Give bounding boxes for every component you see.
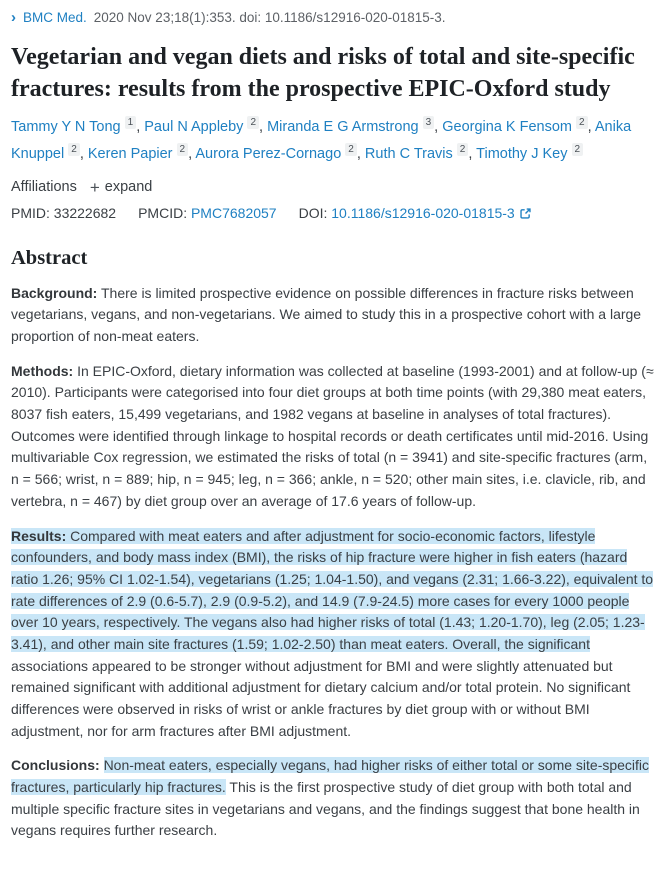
author-affiliation-sup[interactable]: 2 xyxy=(176,143,189,157)
conclusions-rest-text: This is the first prospective study of d… xyxy=(11,779,640,839)
methods-label: Methods: xyxy=(11,362,74,379)
author-link[interactable]: Tammy Y N Tong xyxy=(11,119,121,136)
expand-affiliations-button[interactable]: + expand xyxy=(90,179,153,196)
doi-label: DOI: xyxy=(298,204,328,221)
external-link-icon xyxy=(520,208,531,219)
author-link[interactable]: Georgina K Fensom xyxy=(442,119,572,136)
affiliations-row: Affiliations + expand xyxy=(11,179,655,196)
author: Miranda E G Armstrong 3 xyxy=(267,116,435,136)
author: Tammy Y N Tong 1 xyxy=(11,116,137,136)
author-affiliation-sup[interactable]: 2 xyxy=(68,143,80,157)
author-affiliation-sup[interactable]: 2 xyxy=(571,143,584,157)
author-affiliation-sup[interactable]: 2 xyxy=(456,143,469,157)
background-paragraph: Background: There is limited prospective… xyxy=(11,283,655,348)
abstract-heading: Abstract xyxy=(11,246,88,269)
author-link[interactable]: Miranda E G Armstrong xyxy=(267,119,419,136)
pmid-label: PMID: xyxy=(11,204,50,221)
author-link[interactable]: Paul N Appleby xyxy=(144,119,244,136)
authors-list: Tammy Y N Tong 1, Paul N Appleby 2, Mira… xyxy=(11,116,632,162)
plus-icon: + xyxy=(89,177,100,197)
author: Ruth C Travis 2 xyxy=(364,143,469,162)
methods-paragraph: Methods: In EPIC-Oxford, dietary informa… xyxy=(11,361,655,513)
methods-text: In EPIC-Oxford, dietary information was … xyxy=(11,362,654,509)
author: Georgina K Fensom 2 xyxy=(442,116,588,136)
results-rest-text: associations appeared to be stronger wit… xyxy=(11,657,631,739)
pmid-value: 33222682 xyxy=(53,204,117,221)
results-label: Results: xyxy=(11,527,67,544)
doi-link[interactable]: 10.1186/s12916-020-01815-3 xyxy=(331,205,531,221)
author-link[interactable]: Keren Papier xyxy=(87,145,173,162)
doi-value: 10.1186/s12916-020-01815-3 xyxy=(331,204,515,221)
conclusions-label: Conclusions: xyxy=(11,757,100,774)
results-highlighted-text: Compared with meat eaters and after adju… xyxy=(11,527,654,652)
author: Timothy J Key 2 xyxy=(476,143,584,162)
affiliations-label: Affiliations xyxy=(11,179,77,196)
background-text: There is limited prospective evidence on… xyxy=(11,284,642,345)
pmid-item: PMID: 33222682 xyxy=(11,205,116,221)
author-affiliation-sup[interactable]: 1 xyxy=(124,116,137,130)
article-title: Vegetarian and vegan diets and risks of … xyxy=(11,44,635,103)
expand-label: expand xyxy=(104,179,153,196)
author-affiliation-sup[interactable]: 2 xyxy=(247,116,260,130)
doi-item: DOI: 10.1186/s12916-020-01815-3 xyxy=(299,205,532,221)
author-affiliation-sup[interactable]: 3 xyxy=(422,116,435,130)
journal-citation-line: › BMC Med. 2020 Nov 23;18(1):353. doi: 1… xyxy=(11,9,655,27)
results-paragraph: Results: Compared with meat eaters and a… xyxy=(11,526,655,743)
author: Paul N Appleby 2 xyxy=(144,116,260,136)
journal-link[interactable]: BMC Med. xyxy=(23,10,87,25)
author-link[interactable]: Anika Knuppel xyxy=(11,119,632,162)
citation-text: 2020 Nov 23;18(1):353. doi: 10.1186/s129… xyxy=(93,10,446,25)
author-link[interactable]: Ruth C Travis xyxy=(364,145,453,162)
author-link[interactable]: Timothy J Key xyxy=(476,145,568,162)
author: Anika Knuppel 2 xyxy=(11,119,631,162)
chevron-right-icon: › xyxy=(11,8,16,26)
results-highlight: Results: Compared with meat eaters and a… xyxy=(11,527,654,652)
pmcid-link[interactable]: PMC7682057 xyxy=(190,204,277,221)
author-affiliation-sup[interactable]: 2 xyxy=(345,143,357,157)
pmcid-label: PMCID: xyxy=(138,204,188,221)
conclusions-paragraph: Conclusions: Non-meat eaters, especially… xyxy=(11,755,655,842)
pmcid-item: PMCID: PMC7682057 xyxy=(138,205,277,221)
author-affiliation-sup[interactable]: 2 xyxy=(576,116,588,130)
author: Aurora Perez-Cornago 2 xyxy=(195,143,357,162)
background-label: Background: xyxy=(11,284,98,301)
author: Keren Papier 2 xyxy=(87,143,189,162)
identifiers-row: PMID: 33222682 PMCID: PMC7682057 DOI: 10… xyxy=(11,205,655,221)
author-link[interactable]: Aurora Perez-Cornago xyxy=(195,145,342,162)
